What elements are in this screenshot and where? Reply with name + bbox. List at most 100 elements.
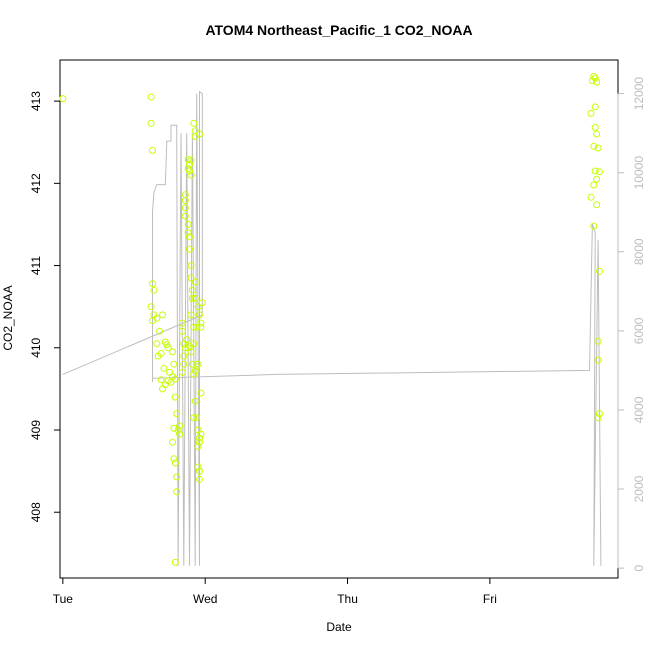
y-axis-right: 0 2000 4000 6000 8000 10000 12000 — [617, 77, 646, 571]
data-point — [197, 323, 205, 331]
data-point — [590, 181, 598, 189]
y-tick-label: 408 — [29, 502, 43, 522]
data-point — [187, 348, 195, 356]
data-point — [174, 426, 182, 434]
data-point — [196, 467, 203, 475]
data-point — [191, 294, 199, 302]
data-point — [178, 319, 186, 327]
data-point — [149, 280, 156, 288]
data-point — [187, 274, 195, 282]
data-point — [173, 488, 181, 496]
data-point — [176, 430, 184, 438]
y2-tick-label: 12000 — [632, 77, 646, 111]
data-point — [159, 311, 166, 319]
data-point — [596, 267, 603, 275]
data-point — [178, 327, 186, 335]
data-point — [180, 352, 188, 360]
data-point — [173, 473, 181, 481]
data-point — [193, 323, 201, 331]
data-point — [188, 294, 196, 302]
data-point — [591, 123, 599, 131]
x-tick-label: Wed — [193, 592, 217, 606]
data-point — [196, 434, 203, 442]
data-point — [190, 323, 198, 331]
chart-title: ATOM4 Northeast_Pacific_1 CO2_NOAA — [205, 22, 472, 38]
series-line — [62, 90, 602, 566]
data-point — [156, 327, 164, 335]
data-point — [191, 278, 199, 286]
y-tick-label: 412 — [29, 173, 43, 193]
data-point — [188, 286, 196, 294]
data-point — [190, 414, 198, 422]
data-point — [587, 193, 595, 201]
data-point — [170, 360, 178, 368]
data-point — [181, 204, 189, 212]
data-point — [184, 229, 192, 237]
data-point — [186, 245, 193, 253]
data-point — [194, 303, 202, 311]
data-point — [587, 109, 595, 117]
data-point — [169, 438, 176, 446]
y2-tick-label: 2000 — [632, 475, 646, 502]
data-point — [154, 352, 162, 360]
data-point — [171, 393, 179, 401]
data-point — [590, 72, 598, 80]
data-point — [147, 119, 155, 127]
x-tick-label: Thu — [337, 592, 358, 606]
y-tick-label: 409 — [29, 420, 43, 440]
data-point — [178, 368, 186, 376]
data-point — [190, 370, 198, 378]
data-point — [163, 341, 171, 348]
data-point — [190, 340, 198, 348]
data-point — [590, 142, 598, 150]
data-point — [186, 233, 193, 241]
y-tick-label: 413 — [29, 91, 43, 111]
data-point — [593, 78, 601, 86]
data-point — [591, 103, 599, 111]
data-point — [594, 356, 602, 364]
data-point — [194, 463, 202, 471]
data-point — [180, 360, 188, 368]
data-point — [171, 375, 179, 383]
data-point — [147, 303, 155, 311]
data-point — [596, 168, 603, 176]
data-point — [160, 364, 168, 372]
data-point — [187, 156, 195, 164]
data-point — [198, 299, 206, 307]
data-point — [591, 74, 599, 82]
x-tick-label: Tue — [53, 592, 74, 606]
data-point — [194, 442, 202, 450]
data-point — [593, 201, 601, 209]
data-point — [59, 95, 67, 103]
data-point — [149, 146, 156, 154]
data-point — [196, 311, 203, 319]
data-point — [181, 191, 189, 199]
y-tick-label: 411 — [29, 256, 43, 275]
y2-tick-label: 6000 — [632, 317, 646, 344]
data-point — [184, 165, 192, 172]
data-point — [187, 311, 195, 319]
data-point — [197, 319, 205, 327]
data-point — [173, 410, 181, 418]
data-point — [593, 175, 601, 183]
line-layer — [62, 90, 602, 566]
data-point — [181, 344, 189, 352]
data-point — [170, 455, 178, 463]
data-point — [594, 337, 602, 345]
data-point — [197, 389, 205, 397]
data-point — [594, 144, 602, 152]
data-point — [170, 424, 178, 432]
data-point — [191, 397, 199, 405]
data-point — [191, 367, 199, 375]
data-point — [147, 93, 155, 101]
data-point — [166, 368, 174, 376]
x-tick-label: Fri — [483, 592, 497, 606]
data-point — [164, 344, 172, 352]
plot-frame — [59, 59, 619, 579]
data-point — [181, 212, 189, 220]
data-point — [196, 475, 203, 483]
data-point — [153, 340, 161, 348]
data-point — [594, 414, 602, 422]
y-axis-left: 408 409 410 411 412 413 — [29, 91, 61, 522]
